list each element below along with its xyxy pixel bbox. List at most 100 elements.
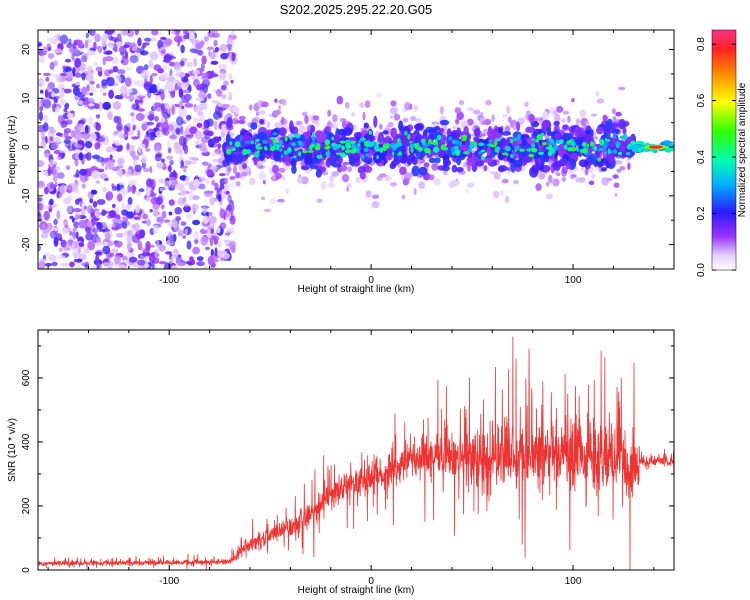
noise-blob xyxy=(44,252,50,257)
band-core xyxy=(570,146,577,152)
noise-blob xyxy=(175,31,180,36)
band-blob xyxy=(331,163,342,168)
noise-blob xyxy=(58,247,63,252)
noise-blob xyxy=(170,265,178,269)
noise-blob xyxy=(178,100,184,110)
noise-blob xyxy=(205,177,210,185)
band-blob xyxy=(486,146,492,157)
halo-blob xyxy=(248,128,253,133)
noise-blob xyxy=(202,162,212,166)
noise-blob xyxy=(193,105,203,114)
noise-blob xyxy=(111,186,118,191)
noise-blob xyxy=(183,144,189,155)
noise-blob xyxy=(227,204,232,212)
band-core xyxy=(358,139,361,144)
noise-blob xyxy=(195,130,202,140)
noise-blob xyxy=(86,38,92,43)
band-core xyxy=(245,149,252,155)
band-blob xyxy=(605,129,613,134)
noise-blob xyxy=(73,221,80,229)
noise-blob xyxy=(56,210,61,220)
noise-blob xyxy=(150,244,155,248)
band-blob xyxy=(546,126,552,133)
band-blob xyxy=(475,160,484,167)
noise-blob xyxy=(97,45,103,54)
figure-title: S202.2025.295.22.20.G05 xyxy=(280,2,433,17)
halo-blob xyxy=(611,108,616,115)
noise-blob xyxy=(144,37,152,42)
band-core xyxy=(615,141,621,147)
noise-blob xyxy=(114,94,123,100)
noise-blob xyxy=(117,116,122,125)
halo-blob xyxy=(493,190,500,199)
noise-blob xyxy=(49,159,55,168)
noise-blob xyxy=(160,116,166,123)
noise-blob xyxy=(81,262,90,267)
halo-blob xyxy=(618,86,626,91)
halo-blob xyxy=(241,171,248,177)
halo-blob xyxy=(466,118,474,126)
noise-blob xyxy=(143,64,149,71)
noise-blob xyxy=(161,106,166,117)
noise-blob xyxy=(167,30,173,33)
halo-blob xyxy=(351,111,356,117)
spectrogram-y-axis-title: Frequency (Hz) xyxy=(7,116,18,185)
noise-blob xyxy=(169,134,178,140)
band-core xyxy=(489,144,497,148)
noise-blob xyxy=(44,262,52,267)
noise-blob xyxy=(156,106,162,113)
band-core xyxy=(250,140,254,145)
noise-blob xyxy=(219,209,227,219)
band-blob xyxy=(611,128,621,135)
halo-blob xyxy=(231,117,240,125)
band-blob xyxy=(337,128,347,136)
noise-blob xyxy=(164,54,171,62)
noise-blob xyxy=(75,169,80,178)
halo-blob xyxy=(535,183,542,192)
noise-blob xyxy=(91,154,101,160)
noise-blob xyxy=(38,111,44,122)
noise-blob xyxy=(127,196,133,205)
snr-ticks: -100 0 100 0 200 400 600 xyxy=(21,330,674,587)
noise-blob xyxy=(41,205,50,209)
colorbar-gradient xyxy=(712,30,736,270)
noise-blob xyxy=(228,91,232,99)
y-tick-label: -10 xyxy=(21,188,32,203)
noise-blob xyxy=(151,72,158,77)
noise-blob xyxy=(191,75,197,81)
snr-panel: -100 0 100 0 200 400 600 Height of straight li… xyxy=(7,329,675,596)
noise-blob xyxy=(167,147,172,154)
band-core xyxy=(364,141,368,146)
halo-blob xyxy=(233,165,237,174)
band-core xyxy=(382,145,388,152)
y-tick-label: 10 xyxy=(21,92,32,104)
noise-blob xyxy=(202,215,209,224)
noise-blob xyxy=(53,48,63,54)
band-core xyxy=(604,151,607,155)
noise-blob xyxy=(107,160,115,170)
noise-blob xyxy=(210,60,219,65)
band-blob xyxy=(359,172,366,180)
halo-blob xyxy=(470,126,476,131)
halo-blob xyxy=(341,174,350,183)
noise-blob xyxy=(139,229,146,239)
noise-blob xyxy=(87,69,93,80)
halo-blob xyxy=(315,121,320,127)
noise-blob xyxy=(40,130,46,137)
noise-blob xyxy=(157,211,161,215)
noise-blob xyxy=(122,30,127,36)
band-blob xyxy=(412,156,418,166)
band-core xyxy=(536,134,543,140)
band-core xyxy=(409,143,415,149)
band-blob xyxy=(554,132,560,140)
noise-blob xyxy=(140,69,150,80)
halo-blob xyxy=(627,162,631,171)
noise-blob xyxy=(114,142,122,146)
halo-blob xyxy=(414,118,422,122)
noise-blob xyxy=(40,89,44,94)
noise-blob xyxy=(117,69,126,75)
halo-blob xyxy=(455,116,460,126)
halo-blob xyxy=(567,169,575,176)
noise-blob xyxy=(210,73,219,78)
halo-blob xyxy=(491,114,495,122)
